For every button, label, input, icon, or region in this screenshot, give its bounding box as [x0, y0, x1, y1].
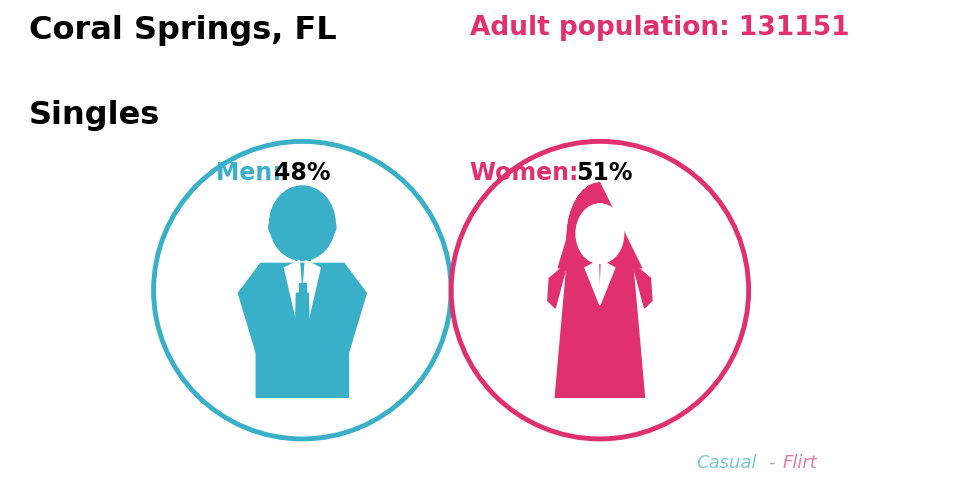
Polygon shape [256, 264, 348, 397]
Polygon shape [295, 294, 310, 360]
Ellipse shape [324, 219, 336, 236]
Text: Coral Springs, FL: Coral Springs, FL [29, 15, 337, 46]
Ellipse shape [576, 204, 624, 264]
Text: Casual: Casual [696, 453, 756, 471]
Bar [299, 283, 306, 294]
Text: Adult population: 131151: Adult population: 131151 [470, 15, 850, 41]
Polygon shape [600, 261, 614, 306]
Text: 51%: 51% [576, 160, 633, 184]
Text: Flirt: Flirt [782, 453, 817, 471]
Polygon shape [302, 261, 321, 346]
Text: -: - [768, 453, 775, 471]
Polygon shape [558, 184, 641, 269]
Polygon shape [585, 261, 600, 306]
Polygon shape [555, 264, 644, 397]
Text: Men:: Men: [216, 160, 290, 184]
Polygon shape [344, 264, 367, 353]
Polygon shape [548, 264, 567, 309]
Text: Women:: Women: [470, 160, 587, 184]
Bar [295, 243, 310, 261]
Ellipse shape [269, 219, 280, 236]
Ellipse shape [270, 187, 335, 261]
Text: 48%: 48% [274, 160, 330, 184]
Polygon shape [238, 264, 261, 353]
Polygon shape [633, 264, 652, 309]
Polygon shape [284, 261, 302, 346]
Text: Singles: Singles [29, 100, 160, 131]
Bar [593, 249, 607, 276]
